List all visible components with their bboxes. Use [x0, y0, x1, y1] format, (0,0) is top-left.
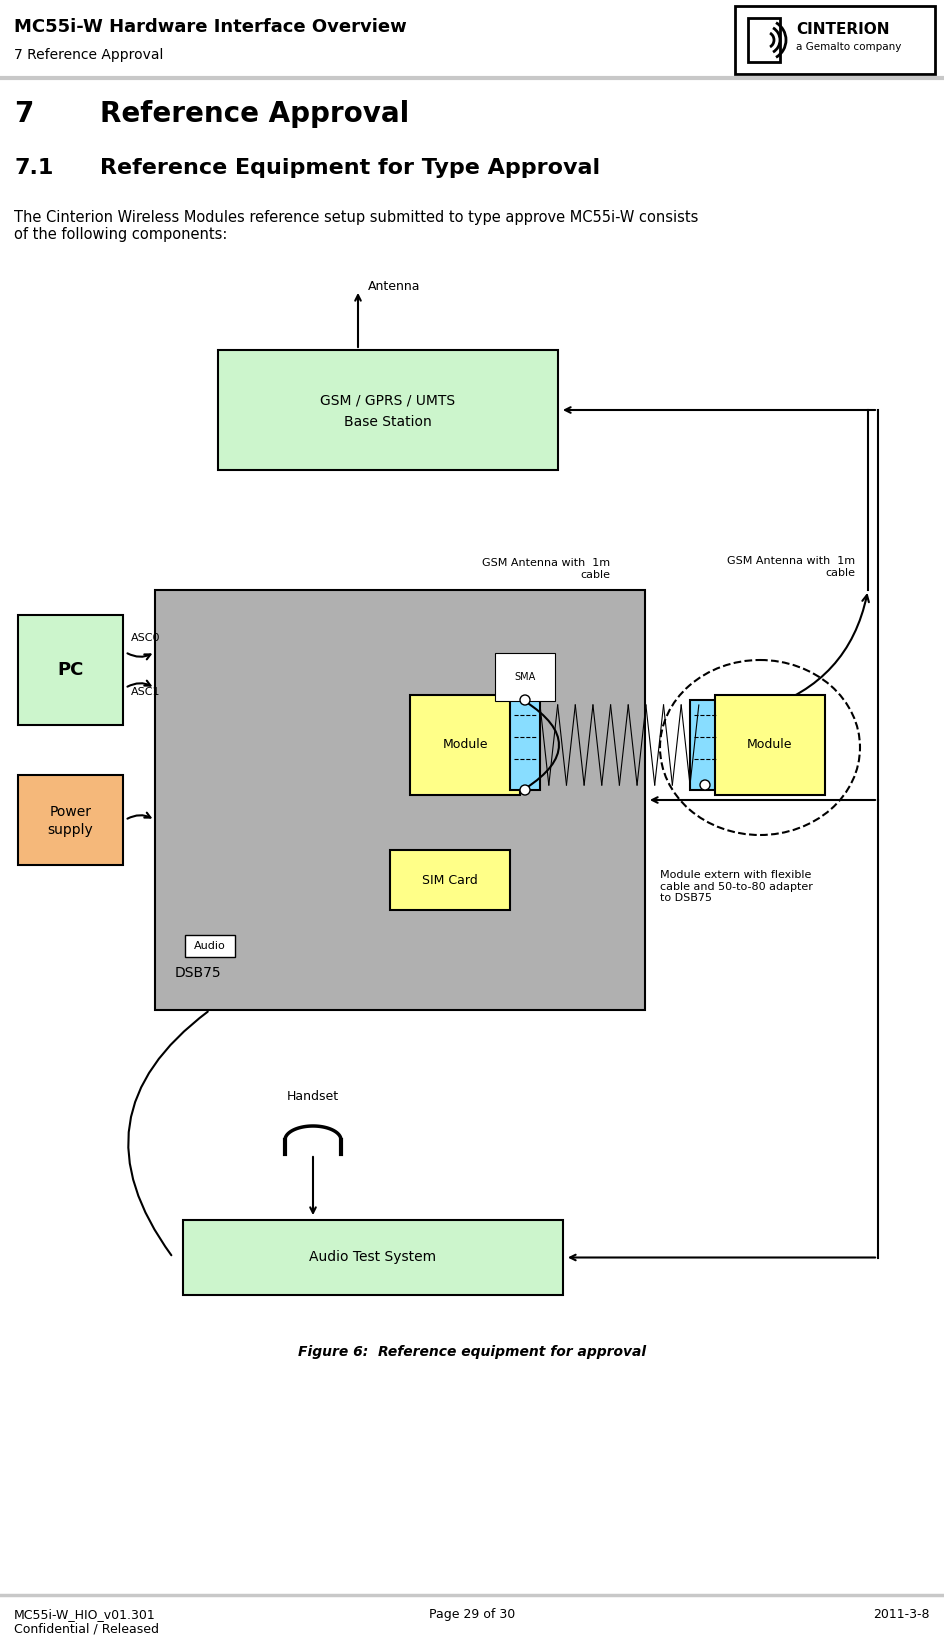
Bar [18, 775, 123, 865]
Text: GSM / GPRS / UMTS: GSM / GPRS / UMTS [320, 393, 456, 407]
Text: Module: Module [442, 738, 488, 751]
Text: Audio: Audio [194, 941, 226, 951]
Text: GSM Antenna with  1m
cable: GSM Antenna with 1m cable [727, 556, 855, 578]
FancyArrowPatch shape [127, 653, 150, 659]
FancyArrowPatch shape [526, 702, 559, 789]
Text: Reference Approval: Reference Approval [100, 100, 410, 128]
Bar [155, 591, 645, 1009]
Text: SMA: SMA [514, 672, 535, 682]
Text: a Gemalto company: a Gemalto company [796, 43, 902, 52]
Text: supply: supply [47, 823, 93, 838]
Text: SIM Card: SIM Card [422, 874, 478, 887]
Text: CINTERION: CINTERION [796, 21, 889, 38]
Text: Power: Power [49, 805, 92, 820]
Bar [410, 695, 520, 795]
Circle shape [520, 695, 530, 705]
Text: 7 Reference Approval: 7 Reference Approval [14, 47, 163, 62]
Bar [218, 350, 558, 470]
Bar [183, 1220, 563, 1296]
Text: ASC1: ASC1 [131, 687, 160, 697]
Bar [735, 7, 935, 74]
Text: Audio Test System: Audio Test System [310, 1250, 436, 1265]
Bar [18, 615, 123, 725]
Bar [715, 695, 825, 795]
Text: Module extern with flexible
cable and 50-to-80 adapter
to DSB75: Module extern with flexible cable and 50… [660, 870, 813, 903]
FancyArrowPatch shape [127, 681, 150, 687]
FancyArrowPatch shape [128, 1011, 208, 1255]
Text: The Cinterion Wireless Modules reference setup submitted to type approve MC55i-W: The Cinterion Wireless Modules reference… [14, 209, 699, 242]
Bar [748, 18, 780, 62]
Text: Page 29 of 30: Page 29 of 30 [429, 1608, 515, 1621]
FancyArrowPatch shape [127, 813, 150, 818]
Bar [690, 700, 720, 790]
Text: Figure 6:  Reference equipment for approval: Figure 6: Reference equipment for approv… [298, 1345, 646, 1360]
Circle shape [520, 785, 530, 795]
Text: 7.1: 7.1 [14, 159, 54, 178]
Text: DSB75: DSB75 [175, 965, 222, 980]
Text: 7: 7 [14, 100, 33, 128]
Bar [185, 936, 235, 957]
Text: MC55i-W Hardware Interface Overview: MC55i-W Hardware Interface Overview [14, 18, 407, 36]
Text: GSM Antenna with  1m
cable: GSM Antenna with 1m cable [481, 558, 610, 581]
FancyArrowPatch shape [763, 596, 868, 708]
Text: Base Station: Base Station [345, 416, 431, 429]
Text: PC: PC [58, 661, 84, 679]
Text: Reference Equipment for Type Approval: Reference Equipment for Type Approval [100, 159, 600, 178]
Text: MC55i-W_HIO_v01.301
Confidential / Released: MC55i-W_HIO_v01.301 Confidential / Relea… [14, 1608, 159, 1636]
Text: Module: Module [748, 738, 793, 751]
Circle shape [700, 780, 710, 790]
Text: Antenna: Antenna [368, 280, 420, 293]
Text: ASC0: ASC0 [131, 633, 160, 643]
Bar [510, 700, 540, 790]
Text: Handset: Handset [287, 1090, 339, 1103]
Bar [390, 851, 510, 910]
Text: 2011-3-8: 2011-3-8 [873, 1608, 930, 1621]
